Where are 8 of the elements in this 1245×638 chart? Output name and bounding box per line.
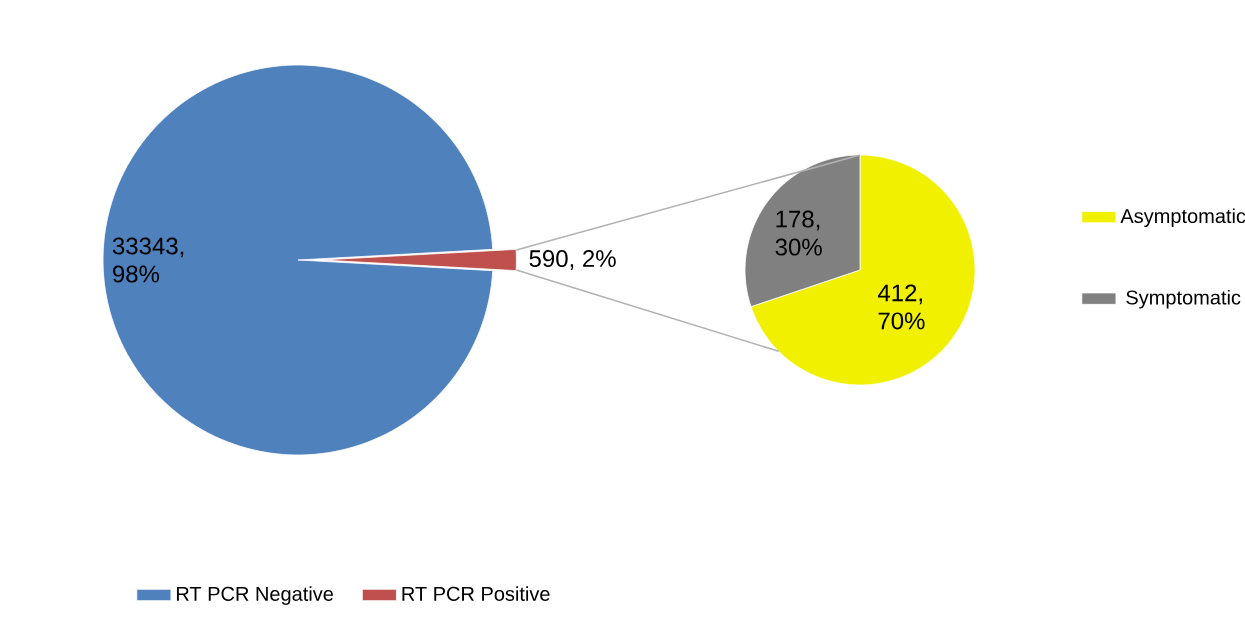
data-label: 178, 30%: [775, 210, 822, 256]
data-label: 33343, 98%: [112, 237, 184, 283]
legend-label: Symptomatic: [1126, 289, 1241, 309]
legend-label: RT PCR Negative: [176, 586, 333, 605]
data-label: 590, 2%: [529, 250, 616, 270]
data-label: 412, 70%: [877, 284, 925, 330]
legend-label: RT PCR Positive: [402, 586, 550, 601]
legend-label: Asymptomatic: [1120, 208, 1245, 228]
